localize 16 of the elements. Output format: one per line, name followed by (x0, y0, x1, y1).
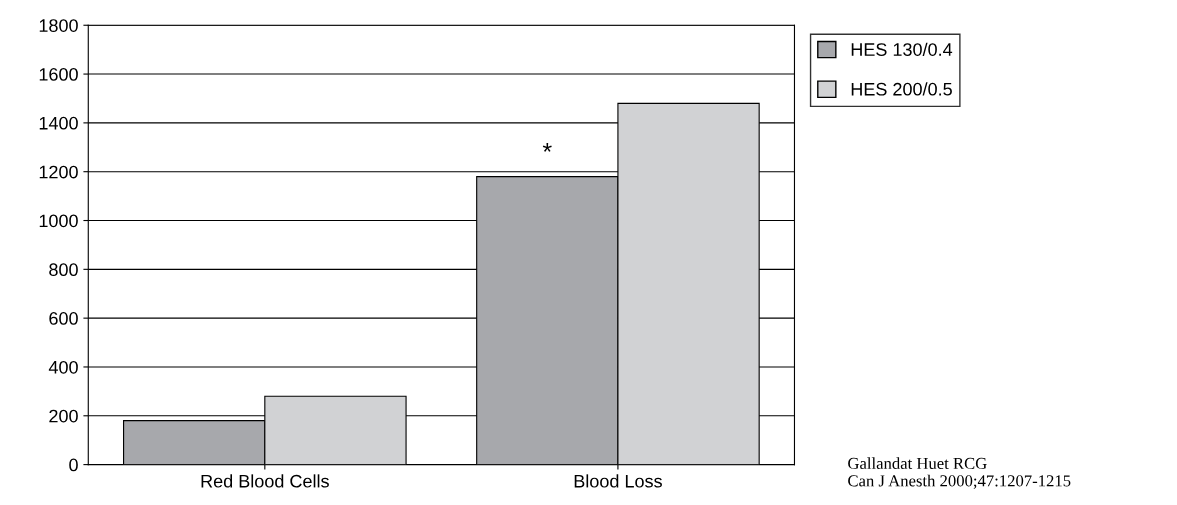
y-tick-label: 1800 (39, 19, 78, 32)
y-tick-label: 0 (69, 458, 78, 472)
x-tick-label: Blood Loss (574, 474, 662, 488)
annotation: * (542, 143, 552, 152)
y-tick-label: 1000 (39, 214, 78, 228)
text: Gallandat Huet RCG Can J Anesth 2000;47:1207-1215 (848, 457, 1071, 489)
legend-label: HES 130/0.4 (851, 42, 953, 56)
y-tick-label: 600 (49, 312, 78, 325)
y-tick-label: 1400 (39, 116, 78, 130)
y-tick-label: 1200 (39, 165, 78, 179)
y-tick-label: 800 (49, 263, 78, 277)
y-tick-label: 1600 (39, 68, 78, 81)
x-tick-label: Red Blood Cells (201, 474, 329, 488)
y-tick-label: 400 (48, 360, 78, 374)
y-tick-label: 200 (49, 409, 78, 423)
legend-label: HES 200/0.5 (851, 82, 952, 96)
